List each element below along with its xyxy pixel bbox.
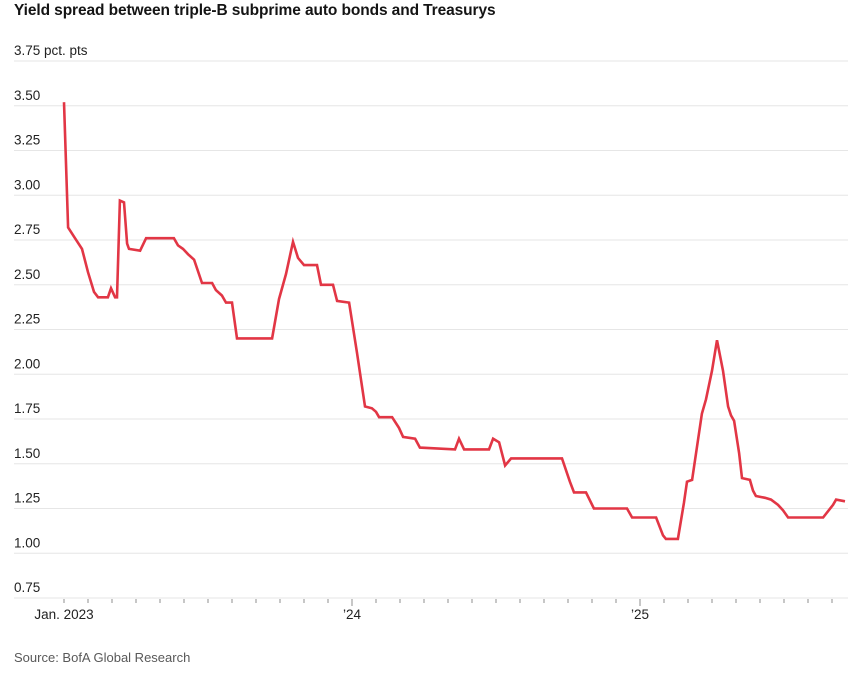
y-axis-label: 3.25 — [14, 133, 40, 148]
y-axis-label: 2.50 — [14, 267, 40, 282]
spread-line — [62, 102, 846, 541]
y-axis-label: 0.75 — [14, 580, 40, 595]
x-axis-label: Jan. 2023 — [34, 607, 93, 622]
y-axis-label: 3.50 — [14, 88, 40, 103]
source-note: Source: BofA Global Research — [14, 650, 191, 665]
y-axis-label: 1.25 — [14, 491, 40, 506]
y-axis-label: 3.75 pct. pts — [14, 43, 88, 58]
y-axis-label: 1.50 — [14, 446, 40, 461]
y-axis-label: 1.75 — [14, 401, 40, 416]
y-axis-label: 2.00 — [14, 356, 40, 371]
y-axis-label: 2.75 — [14, 222, 40, 237]
y-axis-label: 2.25 — [14, 312, 40, 327]
y-axis-label: 1.00 — [14, 535, 40, 550]
chart-title: Yield spread between triple-B subprime a… — [14, 2, 496, 19]
x-axis-label: ’25 — [631, 607, 649, 622]
y-axis-label: 3.00 — [14, 177, 40, 192]
x-axis-label: ’24 — [343, 607, 362, 622]
